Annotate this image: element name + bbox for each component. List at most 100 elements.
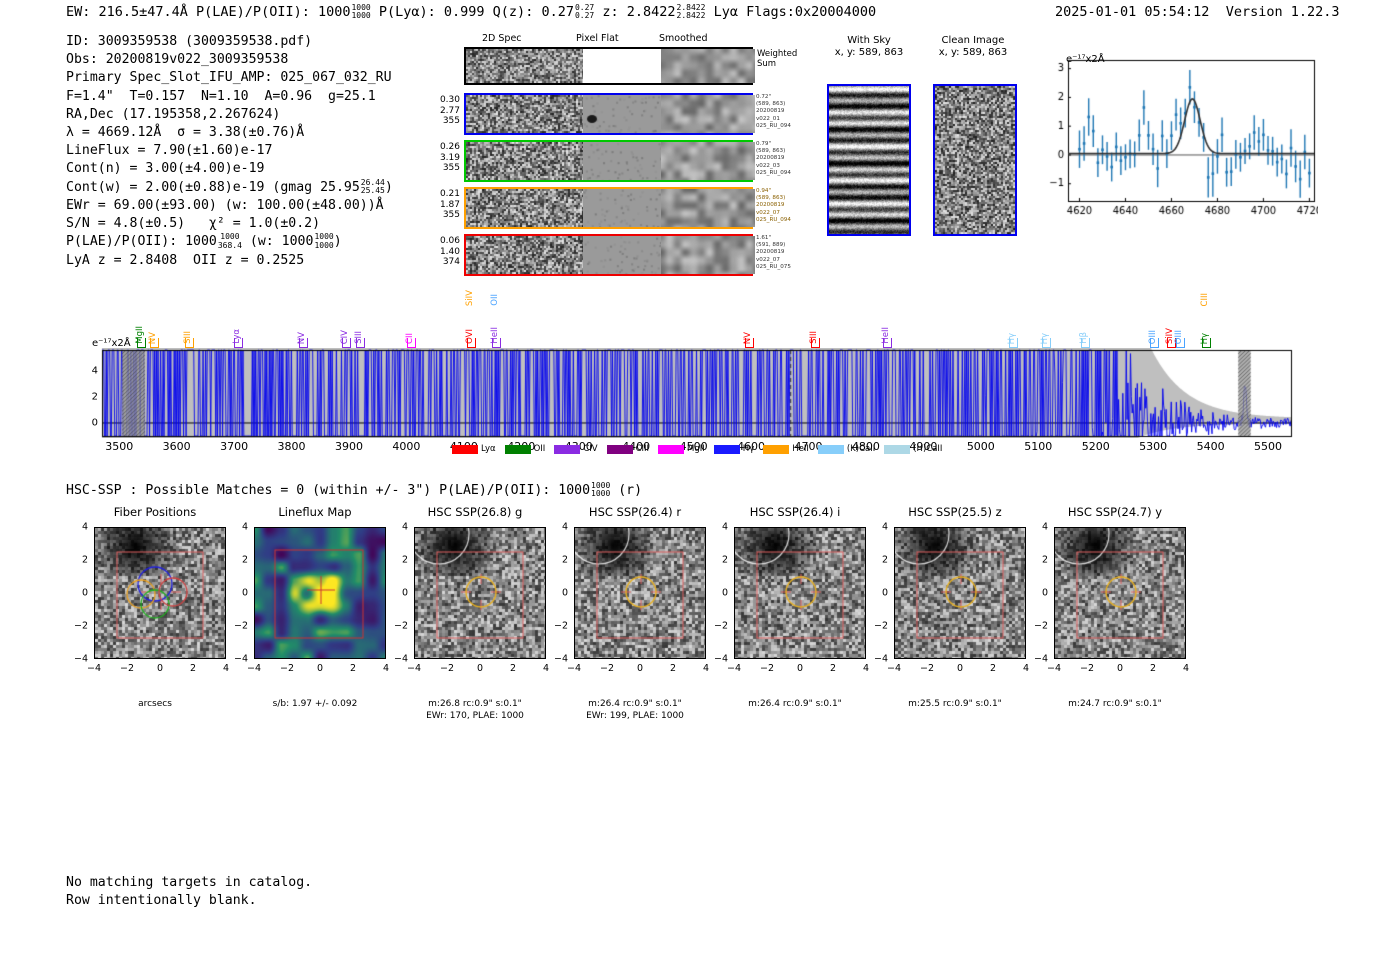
spectral-line-bracket	[1009, 338, 1019, 348]
info-lineflux: LineFlux = 7.90(±1.60)e-17	[66, 143, 273, 159]
cutout-title: Fiber Positions	[113, 505, 197, 519]
cutout-title: HSC SSP(25.5) z	[908, 505, 1002, 519]
spectral-line-bracket	[1150, 338, 1160, 348]
spectral-line-bracket	[466, 338, 476, 348]
cutout-x-tick: 4	[702, 663, 710, 674]
cutout-panel[interactable]: HSC SSP(24.7) y −4 −4 −2 −2 0 0 2 2 4 4 m:24.7 rc:0…	[1030, 505, 1200, 709]
header-summary-line: EW: 216.5±47.4Å P(LAE)/P(OII): 1000 1000 1…	[66, 3, 877, 21]
header-flags: Lyα Flags:0x20004000	[713, 4, 877, 21]
cutout-x-tick: 4	[1182, 663, 1190, 674]
cutout-x-tick: 0	[796, 663, 804, 674]
cutout-panel[interactable]: HSC SSP(26.8) g −4 −4 −2 −2 0 0 2 2 4 4 m:26.8 rc:0…	[390, 505, 560, 721]
emission-flux-unit-label: e⁻¹⁷x2Å	[1066, 54, 1105, 65]
fiber-row-meta: 0.79" (589, 863) 20200819 v022_03 025_RU_094	[756, 141, 791, 176]
cutout-x-tick: −4	[886, 663, 902, 674]
x-tick: 3500	[105, 440, 134, 453]
spectral-line-bracket	[883, 338, 893, 348]
bottom-note-line-1: No matching targets in catalog.	[66, 875, 313, 890]
cutout-y-tick: −2	[1033, 620, 1048, 632]
timestamp-text: 2025-01-01 05:54:12	[1055, 4, 1210, 20]
weighted-sum-2dspec-image	[466, 49, 583, 83]
cutout-caption: s/b: 1.97 +/- 0.092	[272, 699, 358, 709]
cutout-y-tick: 4	[721, 521, 728, 533]
legend-swatch	[554, 444, 581, 454]
gmag-fraction: 26.44 25.45	[360, 177, 385, 195]
cutout-caption: m:24.7 rc:0.9" s:0.1"	[1068, 699, 1162, 709]
header-ew-plae: EW: 216.5±47.4Å P(LAE)/P(OII): 1000	[66, 4, 351, 21]
cutout-panel[interactable]: Fiber Positions −4 −4 −2 −2 0 0 2 2 4 4 arcsecs	[70, 505, 240, 709]
legend-label: Lyα	[481, 444, 496, 454]
cutout-x-tick: −2	[279, 663, 295, 674]
cutout-y-tick: 2	[721, 554, 728, 566]
legend-item: HeII	[763, 444, 809, 454]
cutout-y-tick: 2	[561, 554, 568, 566]
hsc-plae-fraction: 1000 1000	[591, 481, 611, 499]
cutout-y-tick: −4	[233, 653, 248, 665]
cutout-x-tick: −2	[919, 663, 935, 674]
legend-label: CIV	[583, 444, 598, 454]
fiber-row	[464, 187, 755, 229]
cutout-image	[414, 527, 546, 659]
cutout-x-tick: 2	[669, 663, 677, 674]
legend-swatch	[884, 444, 911, 454]
cutout-y-tick: 4	[81, 521, 88, 533]
cutout-x-tick: 2	[509, 663, 517, 674]
cutout-y-tick: 2	[1041, 554, 1048, 566]
cutout-title: HSC SSP(24.7) y	[1067, 505, 1163, 519]
spectral-line-bracket	[1201, 338, 1211, 348]
cutout-y-tick: −2	[393, 620, 408, 632]
spectrum-legend: Lyα OII CIV CIII MgII Hγ HeII (K)CaII (H)CaII	[452, 444, 942, 454]
cutout-x-tick: 4	[542, 663, 550, 674]
cutout-x-tick: 4	[382, 663, 390, 674]
fiber-row	[464, 93, 755, 135]
cutout-panel[interactable]: HSC SSP(26.4) r −4 −4 −2 −2 0 0 2 2 4 4 m:26.4 rc:0…	[550, 505, 720, 721]
cutout-caption: m:26.8 rc:0.9" s:0.1" EWr: 170, PLAE: 100…	[426, 699, 524, 721]
legend-swatch	[817, 444, 844, 454]
x-tick: 5000	[966, 440, 995, 453]
legend-label: (H)CaII	[913, 444, 943, 454]
cutout-panel[interactable]: HSC SSP(26.4) i −4 −4 −2 −2 0 0 2 2 4 4 m:26.4 rc:0…	[710, 505, 880, 709]
info-plae-fraction-2: 1000 1000	[314, 232, 334, 250]
cutout-x-tick: 2	[189, 663, 197, 674]
fiber-pixelflat-image	[583, 236, 661, 274]
legend-item: (H)CaII	[884, 444, 942, 454]
cutout-y-tick: 4	[1041, 521, 1048, 533]
clean-image-image	[933, 84, 1017, 236]
fiber-row-stats: 0.21 1.87 355	[439, 189, 460, 220]
cutout-x-tick: −2	[119, 663, 135, 674]
emission-line-canvas	[1036, 52, 1318, 227]
legend-item: CIII	[606, 444, 650, 454]
spectral-line-bracket	[298, 338, 308, 348]
x-tick: 4800	[851, 440, 880, 453]
info-plae-fraction-1: 1000 368.4	[217, 232, 242, 250]
cutout-y-tick: −2	[233, 620, 248, 632]
cutout-panel[interactable]: HSC SSP(25.5) z −4 −4 −2 −2 0 0 2 2 4 4 m:25.5 rc:0…	[870, 505, 1040, 709]
fiber-row-meta: 0.94" (589, 863) 20200819 v022_07 025_RU_094	[756, 188, 791, 223]
cutout-y-tick: −4	[1033, 653, 1048, 665]
x-tick: 5400	[1196, 440, 1225, 453]
cutout-x-tick: 0	[1116, 663, 1124, 674]
spectral-line-label: SiIV	[464, 289, 475, 306]
weighted-sum-smoothed-image	[661, 49, 755, 83]
x-tick: 3900	[334, 440, 363, 453]
spectral-line-bracket	[233, 338, 243, 348]
panel-title-2dspec: 2D Spec	[482, 33, 522, 44]
legend-label: OII	[533, 444, 546, 454]
cutout-x-tick: 2	[989, 663, 997, 674]
spectral-line-bracket	[1042, 338, 1052, 348]
cutout-title: HSC SSP(26.4) r	[588, 505, 682, 519]
x-tick: 5100	[1024, 440, 1053, 453]
cutout-x-tick: 0	[476, 663, 484, 674]
info-primary-spec: Primary Spec_Slot_IFU_AMP: 025_067_032_R…	[66, 70, 392, 86]
legend-label: CIII	[635, 444, 650, 454]
legend-label: MgII	[687, 444, 705, 454]
cutout-x-tick: 0	[316, 663, 324, 674]
object-info-block: ID: 3009359538 (3009359538.pdf) Obs: 202…	[66, 33, 393, 270]
legend-item: MgII	[658, 444, 705, 454]
cutout-y-tick: 2	[401, 554, 408, 566]
spectral-line-label: OII	[490, 294, 501, 306]
info-ewr: EWr = 69.00(±93.00) (w: 100.00(±48.00))Å	[66, 197, 384, 213]
cutout-panel[interactable]: Lineflux Map −4 −4 −2 −2 0 0 2 2 4 4 s/b: 1.97 +/- …	[230, 505, 400, 709]
cutout-x-tick: 4	[862, 663, 870, 674]
cutout-y-tick: −4	[873, 653, 888, 665]
